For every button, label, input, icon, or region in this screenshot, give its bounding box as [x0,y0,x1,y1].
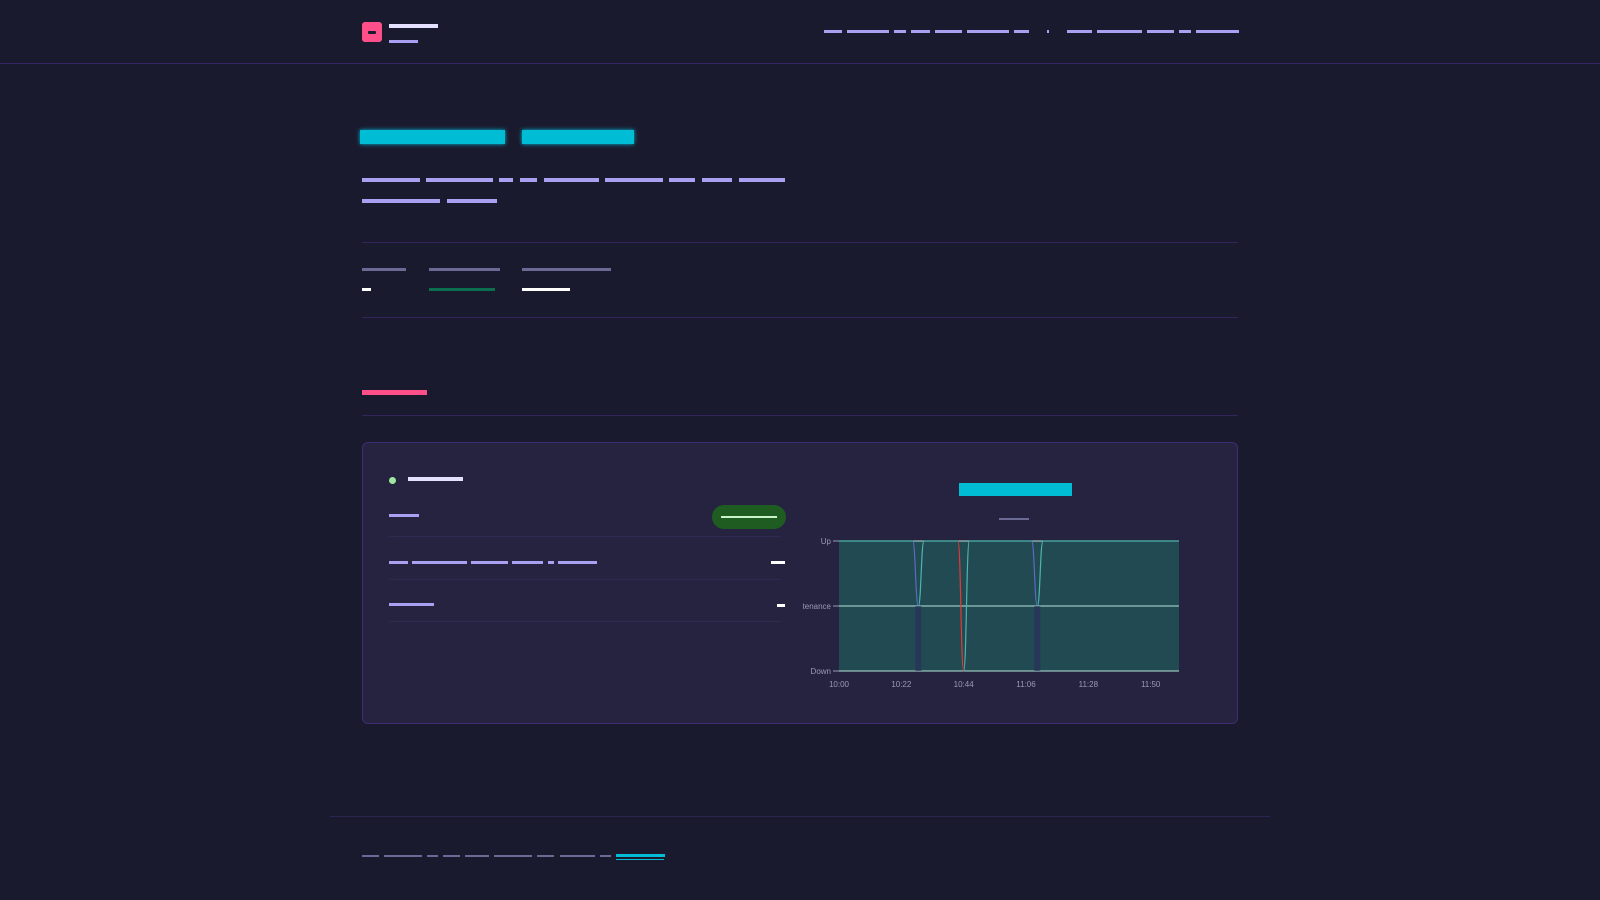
x-tick-label: 11:06 [1016,680,1036,689]
detail-row-value [771,561,785,564]
y-tick-label: Maintenance [803,602,832,611]
stat-value [429,288,495,291]
footer-divider [330,816,1270,817]
nav-separator [1047,30,1049,33]
detail-row-label [389,603,434,606]
footer-item[interactable] [465,855,489,857]
footer-item[interactable] [494,855,532,857]
nav-item[interactable] [824,30,842,33]
stat-label [362,268,406,271]
label-word [558,561,597,564]
nav-item[interactable] [967,30,1009,33]
footer-item[interactable] [427,855,438,857]
divider [362,242,1238,243]
description-word [520,178,537,182]
app-title[interactable] [389,24,438,28]
footer-link[interactable] [616,854,665,857]
monitor-name[interactable] [408,477,463,481]
app-subtitle [389,40,418,43]
label-word [471,561,508,564]
description-word [739,178,785,182]
chart-title [959,483,1072,496]
description-word [426,178,493,182]
nav-item[interactable] [1147,30,1174,33]
label-word [389,561,408,564]
stat-label [429,268,500,271]
status-band [1034,606,1041,671]
status-badge [712,505,786,529]
description-word [544,178,599,182]
footer-item[interactable] [560,855,595,857]
description-word [702,178,732,182]
divider [362,415,1238,416]
nav-item[interactable] [1196,30,1239,33]
footer-item[interactable] [384,855,422,857]
status-chart: Down Maintenance Up 10:00 10:22 10:44 11:06 11:… [803,537,1179,689]
chart-subtitle [999,518,1029,520]
status-dot-icon [389,477,396,484]
footer-item[interactable] [362,855,379,857]
nav-item[interactable] [1067,30,1092,33]
nav-item[interactable] [935,30,962,33]
footer-item[interactable] [600,855,611,857]
x-tick-label: 10:44 [954,680,975,689]
divider [362,317,1238,318]
status-badge-text [721,516,777,518]
detail-row-value [777,604,785,607]
x-tick-label: 10:22 [891,680,912,689]
chart-grid [839,540,1179,672]
nav-item[interactable] [911,30,930,33]
nav-item[interactable] [1097,30,1142,33]
stat-value [362,288,371,291]
y-tick-label: Down [811,667,831,676]
app-logo-icon[interactable] [362,22,382,42]
description-word [669,178,695,182]
x-tick-label: 11:28 [1079,680,1099,689]
description-word [499,178,513,182]
stat-value [522,288,570,291]
section-title [362,390,427,395]
footer-item[interactable] [443,855,460,857]
chart-axes: Down Maintenance Up 10:00 10:22 10:44 11:06 11:… [803,537,1161,689]
page-title-part-1 [360,130,505,144]
nav-item[interactable] [1179,30,1191,33]
status-band [915,606,922,671]
chart-marks [839,540,1179,672]
x-tick-label: 10:00 [829,680,850,689]
label-word [512,561,543,564]
series-segment [957,540,965,672]
stat-label [522,268,611,271]
row-divider [389,536,781,537]
series-segment [1031,540,1038,607]
footer-item[interactable] [537,855,554,857]
row-divider [389,579,781,580]
y-tick-label: Up [821,537,832,546]
row-divider [389,621,781,622]
description-word [447,199,497,203]
description-word [362,199,440,203]
series-segment [963,540,970,672]
series-segment [912,540,919,607]
series-segment [1036,540,1044,607]
label-word [548,561,554,564]
top-header [0,0,1600,64]
nav-item[interactable] [1014,30,1029,33]
nav-item[interactable] [847,30,889,33]
nav-item[interactable] [894,30,906,33]
page-title-part-2 [522,130,634,144]
logo-mark [368,31,376,34]
footer-link-underline [616,859,664,860]
x-tick-label: 11:50 [1141,680,1161,689]
status-label [389,514,419,517]
description-word [362,178,420,182]
series-segment [917,540,925,607]
description-word [605,178,663,182]
label-word [412,561,467,564]
monitor-card[interactable]: Down Maintenance Up 10:00 10:22 10:44 11:06 11:… [362,442,1238,724]
